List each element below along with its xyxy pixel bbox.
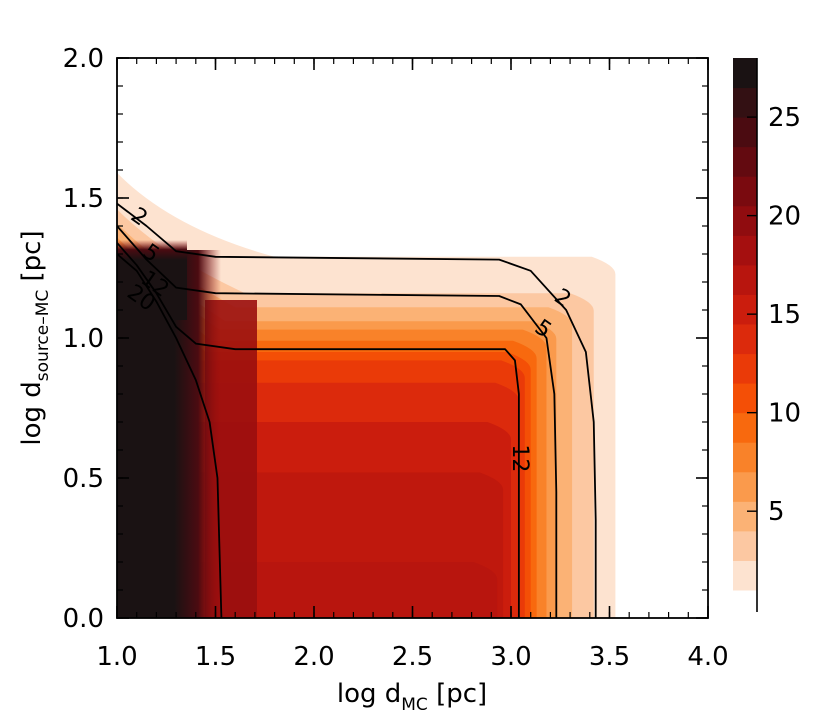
colorbar-swatch-10	[733, 264, 757, 295]
colorbar-tick-label: 25	[768, 103, 801, 133]
colorbar-swatch-16	[733, 87, 757, 118]
svg-text:log dMC [pc]: log dMC [pc]	[337, 679, 487, 715]
colorbar-swatch-15	[733, 117, 757, 148]
colorbar-tick-label: 5	[768, 497, 785, 527]
y-tick-label: 0.0	[63, 604, 104, 634]
x-axis-title: log dMC [pc]	[337, 679, 487, 715]
colorbar-swatch-12	[733, 205, 757, 236]
x-tick-label: 2.5	[392, 642, 433, 672]
x-axis-title-unit: [pc]	[436, 679, 487, 709]
y-tick-label: 1.5	[63, 184, 104, 214]
colorbar-swatch-14	[733, 146, 757, 177]
colorbar-swatch-11	[733, 235, 757, 266]
x-tick-label: 4.0	[687, 642, 728, 672]
y-tick-label: 2.0	[63, 44, 104, 74]
x-axis-title-main: log d	[337, 679, 401, 709]
colorbar-swatch-6	[733, 383, 757, 414]
x-tick-label: 2.0	[293, 642, 334, 672]
x-tick-label: 1.5	[195, 642, 236, 672]
contour-line-12-2	[117, 242, 520, 618]
contour-label-6: 12	[507, 444, 532, 472]
x-tick-label: 3.0	[490, 642, 531, 672]
colorbar-swatch-9	[733, 294, 757, 325]
contour-line-5-1	[117, 225, 558, 618]
y-axis-title-unit: [pc]	[17, 230, 47, 281]
x-tick-label: 1.0	[96, 642, 137, 672]
colorbar: 5 10 15 20 25	[733, 58, 801, 612]
contour-line-20-3	[117, 253, 223, 618]
x-tick-label: 3.5	[589, 642, 630, 672]
y-tick-label: 0.5	[63, 464, 104, 494]
colorbar-swatch-17	[733, 58, 757, 89]
contour-line-2-0	[117, 202, 597, 618]
colorbar-swatch-8	[733, 324, 757, 355]
colorbar-tick-label: 20	[768, 202, 801, 232]
colorbar-swatch-1	[733, 530, 757, 561]
colorbar-tick-label: 10	[768, 399, 801, 429]
colorbar-swatch-7	[733, 353, 757, 384]
colorbar-swatch-2	[733, 501, 757, 532]
x-axis-title-sub: MC	[401, 695, 428, 715]
svg-text:log dsource–MC [pc]: log dsource–MC [pc]	[17, 230, 53, 445]
heatmap-core	[117, 240, 257, 618]
core-band-black-upper	[117, 240, 187, 320]
colorbar-tick-label: 15	[768, 300, 801, 330]
axis-ticks: 1.0 1.5 2.0 2.5 3.0 3.5 4.0 0.0 0.5 1.0 1.5 2.0	[63, 44, 729, 672]
colorbar-swatch-5	[733, 412, 757, 443]
y-axis-title-main: log d	[17, 381, 47, 445]
contour-lines	[117, 202, 597, 618]
y-axis-title: log dsource–MC [pc]	[17, 230, 53, 445]
colorbar-swatch-4	[733, 442, 757, 473]
colorbar-swatch-13	[733, 176, 757, 207]
colorbar-swatch-0	[733, 560, 757, 591]
y-axis-title-sub: source–MC	[33, 290, 53, 382]
y-tick-label: 1.0	[63, 324, 104, 354]
colorbar-swatch-3	[733, 471, 757, 502]
